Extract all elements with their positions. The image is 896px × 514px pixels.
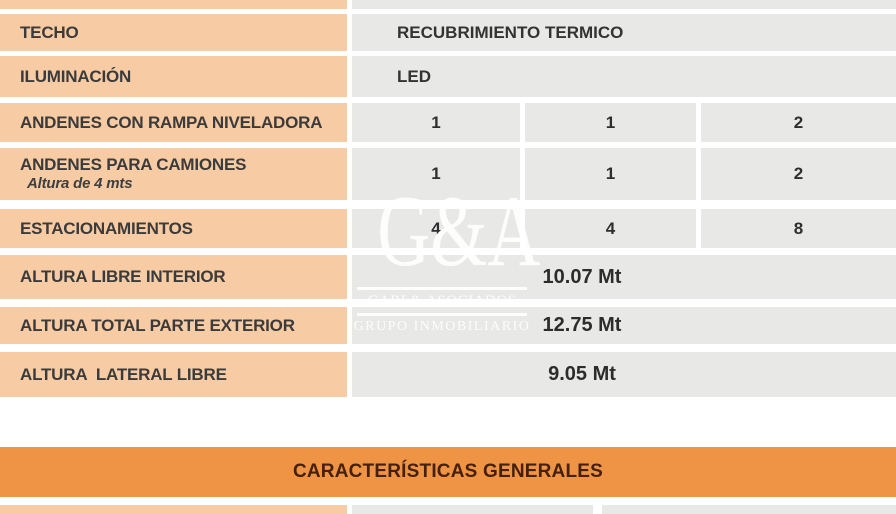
cell-value: 2: [793, 164, 804, 183]
row-label: TECHO: [0, 14, 347, 51]
cell-value: 2: [793, 112, 804, 132]
table-row-altura-lateral-libre: ALTURA LATERAL LIBRE 9.05 Mt: [0, 352, 896, 397]
row-value: 12.75 Mt: [542, 314, 622, 336]
row-label: ILUMINACIÓN: [0, 56, 347, 97]
value-cell: [352, 0, 896, 9]
row-label: ALTURA LATERAL LIBRE: [0, 352, 347, 397]
row-label: ESTACIONAMIENTOS: [0, 209, 347, 248]
cell-value: 1: [605, 112, 616, 132]
table-row-partial-top: [0, 0, 896, 9]
row-value: 10.07 Mt: [542, 265, 622, 288]
table-row-estacionamientos: ESTACIONAMIENTOS 4 4 8: [0, 209, 896, 248]
table-row-altura-libre-interior: ALTURA LIBRE INTERIOR 10.07 Mt: [0, 255, 896, 299]
cell-value: 1: [431, 164, 441, 183]
row-label-main: ANDENES PARA CAMIONES: [20, 155, 247, 175]
cell-value: 4: [605, 218, 616, 238]
cell-value: 1: [431, 112, 441, 132]
table-row-altura-total-exterior: ALTURA TOTAL PARTE EXTERIOR 12.75 Mt: [0, 307, 896, 344]
table-row-iluminacion: ILUMINACIÓN LED: [0, 56, 896, 97]
row-value: 9.05 Mt: [548, 363, 616, 385]
value-cell: [352, 505, 593, 514]
cell-value: 4: [431, 218, 441, 238]
table-row-andenes-rampa: ANDENES CON RAMPA NIVELADORA 1 1 2: [0, 103, 896, 142]
value-cell: [602, 505, 896, 514]
row-label: ANDENES PARA CAMIONES Altura de 4 mts: [0, 148, 347, 200]
row-value: RECUBRIMIENTO TERMICO: [352, 14, 896, 51]
table-row-andenes-camiones: ANDENES PARA CAMIONES Altura de 4 mts 1 …: [0, 148, 896, 200]
row-label: ANDENES CON RAMPA NIVELADORA: [0, 103, 347, 142]
label-cell: [0, 0, 347, 9]
row-label: ALTURA LIBRE INTERIOR: [0, 255, 347, 299]
table-row-partial-bottom: [0, 505, 896, 514]
section-header-caracteristicas-generales: CARACTERÍSTICAS GENERALES: [0, 447, 896, 497]
row-value: LED: [352, 56, 896, 97]
row-label: ALTURA TOTAL PARTE EXTERIOR: [0, 307, 347, 344]
label-cell: [0, 505, 347, 514]
cell-value: 8: [793, 218, 804, 238]
row-label-sub: Altura de 4 mts: [27, 174, 133, 192]
table-row-techo: TECHO RECUBRIMIENTO TERMICO: [0, 14, 896, 51]
cell-value: 1: [605, 164, 616, 183]
